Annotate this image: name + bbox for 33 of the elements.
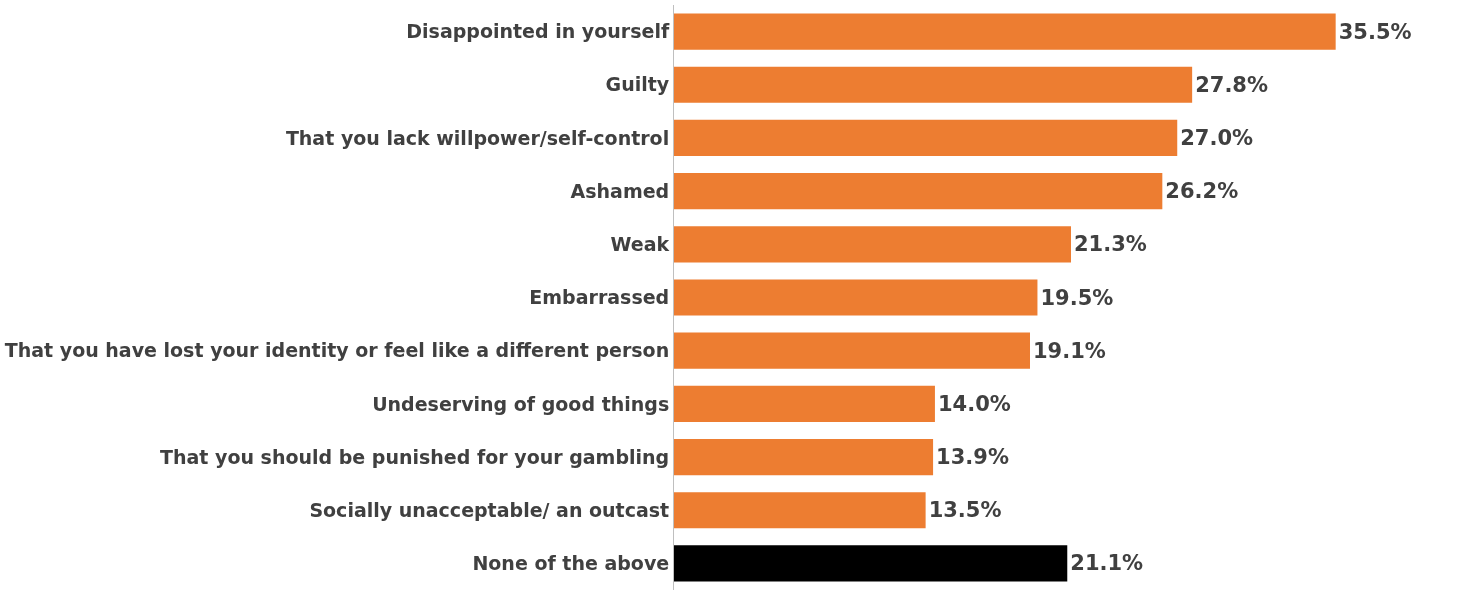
- data-label: 21.3%: [1074, 232, 1147, 257]
- y-tick-label: That you lack willpower/self-control: [285, 126, 670, 149]
- data-label: 27.0%: [1180, 125, 1254, 150]
- bar: [674, 332, 1030, 369]
- y-tick-label: Disappointed in yourself: [406, 20, 670, 43]
- data-label: 35.5%: [1338, 19, 1412, 44]
- data-label: 13.9%: [936, 445, 1009, 470]
- data-label: 21.1%: [1070, 551, 1144, 576]
- bar: [674, 173, 1163, 210]
- data-label: 19.1%: [1033, 338, 1106, 363]
- bar: [674, 438, 934, 476]
- y-tick-label: Undeserving of good things: [372, 392, 670, 415]
- y-tick-label: That you should be punished for your gambling: [160, 445, 670, 468]
- y-tick-label: Guilty: [605, 73, 670, 96]
- data-label: 13.5%: [928, 498, 1002, 523]
- data-label: 27.8%: [1195, 72, 1269, 97]
- y-tick-label: Ashamed: [570, 179, 670, 202]
- bar: [674, 119, 1178, 157]
- data-label: 14.0%: [937, 391, 1011, 416]
- y-tick-label: That you have lost your identity or feel like a different person: [4, 339, 670, 362]
- y-tick-label: Embarrassed: [529, 286, 670, 309]
- bar: [674, 66, 1193, 103]
- y-tick-label: Weak: [610, 232, 670, 255]
- data-label: 19.5%: [1040, 285, 1114, 310]
- data-label: 26.2%: [1165, 179, 1239, 204]
- y-tick-label: None of the above: [472, 552, 670, 575]
- bar: [674, 545, 1068, 582]
- bar: [674, 385, 935, 422]
- y-tick-label: Socially unacceptable/ an outcast: [309, 498, 670, 521]
- bar: [674, 13, 1336, 50]
- bar: [674, 226, 1071, 263]
- bar: [674, 492, 926, 529]
- bar: [674, 279, 1038, 316]
